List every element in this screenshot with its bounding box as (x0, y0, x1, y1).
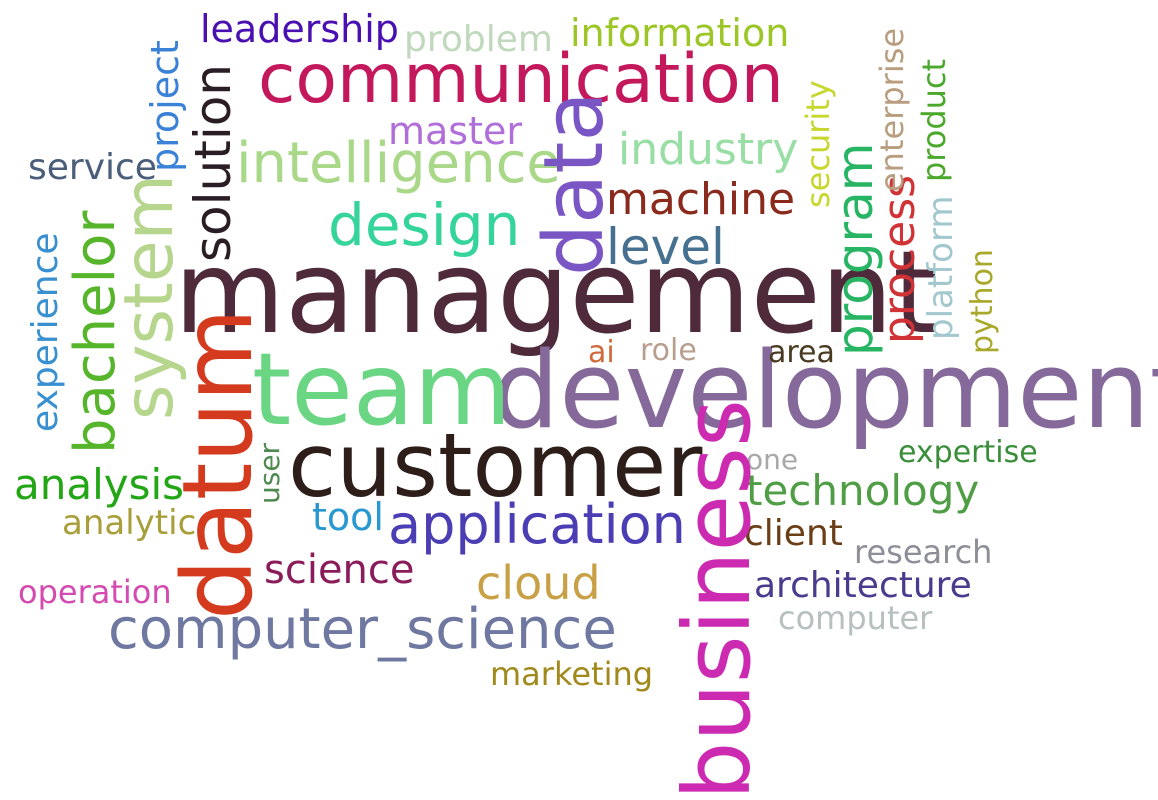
word-marketing: marketing (490, 655, 654, 693)
word-process: process (874, 174, 925, 344)
word-platform: platform (921, 195, 961, 340)
word-research: research (854, 533, 993, 571)
word-project: project (143, 40, 187, 172)
word-technology: technology (746, 466, 980, 515)
word-operation: operation (18, 573, 172, 611)
word-science: science (264, 547, 415, 593)
word-product: product (915, 58, 953, 182)
word-computer-science: computer_science (108, 597, 617, 662)
word-application: application (388, 493, 686, 556)
word-solution: solution (184, 64, 242, 262)
word-user: user (253, 442, 286, 504)
word-python: python (965, 249, 1000, 354)
word-client: client (744, 513, 843, 554)
word-master: master (388, 109, 523, 153)
word-area: area (768, 335, 835, 370)
word-service: service (28, 147, 157, 188)
word-leadership: leadership (200, 7, 399, 51)
word-architecture: architecture (754, 565, 972, 606)
word-team: team (252, 331, 512, 448)
word-industry: industry (618, 124, 799, 175)
word-experience: experience (25, 232, 66, 432)
word-bachelor: bachelor (63, 210, 128, 454)
word-design: design (328, 191, 521, 259)
word-development: development (492, 329, 1158, 452)
word-communication: communication (258, 40, 784, 119)
word-machine: machine (606, 174, 796, 225)
word-role: role (640, 333, 697, 368)
word-level: level (606, 218, 725, 276)
word-information: information (570, 11, 790, 55)
word-cloud: cloud (476, 556, 601, 610)
word-data: data (527, 91, 622, 276)
word-enterprise: enterprise (873, 27, 911, 192)
word-management: management (174, 226, 938, 359)
word-customer: customer (288, 414, 703, 517)
word-analysis: analysis (14, 460, 185, 509)
word-business: business (664, 399, 771, 800)
word-security: security (799, 80, 837, 208)
word-one: one (746, 443, 799, 476)
word-computer: computer (778, 599, 933, 637)
word-ai: ai (588, 335, 615, 370)
word-problem: problem (404, 19, 553, 60)
word-intelligence: intelligence (236, 131, 561, 196)
word-tool: tool (312, 495, 384, 539)
word-analytic: analytic (62, 503, 197, 543)
word-expertise: expertise (898, 435, 1038, 470)
